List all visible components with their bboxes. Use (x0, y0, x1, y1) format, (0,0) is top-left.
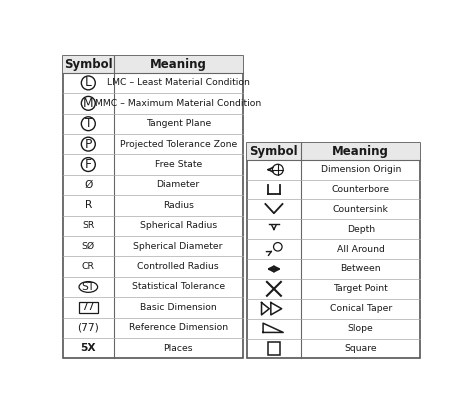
Text: All Around: All Around (337, 245, 385, 254)
Text: Reference Dimension: Reference Dimension (128, 323, 228, 332)
Text: Slope: Slope (348, 324, 374, 333)
Text: Ø: Ø (84, 180, 92, 190)
Bar (79, 302, 98, 313)
Text: Projected Tolerance Zone: Projected Tolerance Zone (119, 140, 237, 149)
Text: Meaning: Meaning (150, 58, 207, 71)
Text: (77): (77) (77, 323, 99, 333)
Text: Spherical Diameter: Spherical Diameter (134, 242, 223, 251)
Text: Radius: Radius (163, 201, 194, 210)
Text: Countersink: Countersink (333, 205, 389, 214)
Text: Places: Places (164, 344, 193, 353)
Text: Free State: Free State (155, 160, 202, 169)
Text: M: M (83, 97, 93, 110)
Text: Spherical Radius: Spherical Radius (139, 221, 217, 230)
Text: Depth: Depth (346, 225, 375, 234)
Bar (247, 143, 420, 359)
Text: Basic Dimension: Basic Dimension (140, 303, 217, 312)
Text: Controlled Radius: Controlled Radius (137, 262, 219, 271)
Text: CR: CR (82, 262, 95, 271)
Text: Dimension Origin: Dimension Origin (320, 165, 401, 174)
Text: SR: SR (82, 221, 94, 230)
Text: SØ: SØ (82, 242, 95, 251)
Text: R: R (85, 200, 92, 210)
Text: Symbol: Symbol (250, 145, 298, 158)
Text: Conical Taper: Conical Taper (329, 304, 392, 313)
Text: ST: ST (82, 282, 95, 292)
Text: Target Point: Target Point (333, 284, 388, 293)
Text: Meaning: Meaning (332, 145, 389, 158)
Text: 77: 77 (82, 302, 95, 312)
Bar (63, 56, 243, 359)
Text: P: P (85, 138, 92, 151)
Text: Symbol: Symbol (64, 58, 113, 71)
Text: MMC – Maximum Material Condition: MMC – Maximum Material Condition (95, 99, 261, 108)
Text: F: F (85, 158, 92, 171)
Text: Square: Square (345, 344, 377, 353)
Text: Statistical Tolerance: Statistical Tolerance (132, 282, 225, 291)
Bar (63, 56, 243, 73)
Text: Diameter: Diameter (156, 180, 200, 189)
Text: 5X: 5X (81, 343, 96, 353)
Text: Tangent Plane: Tangent Plane (146, 119, 211, 128)
Text: T: T (84, 117, 92, 130)
Text: L: L (85, 77, 91, 90)
Bar (247, 143, 420, 160)
Text: Counterbore: Counterbore (332, 185, 390, 194)
Text: Between: Between (340, 265, 381, 274)
Bar (268, 342, 280, 354)
Text: LMC – Least Material Condition: LMC – Least Material Condition (107, 79, 250, 88)
